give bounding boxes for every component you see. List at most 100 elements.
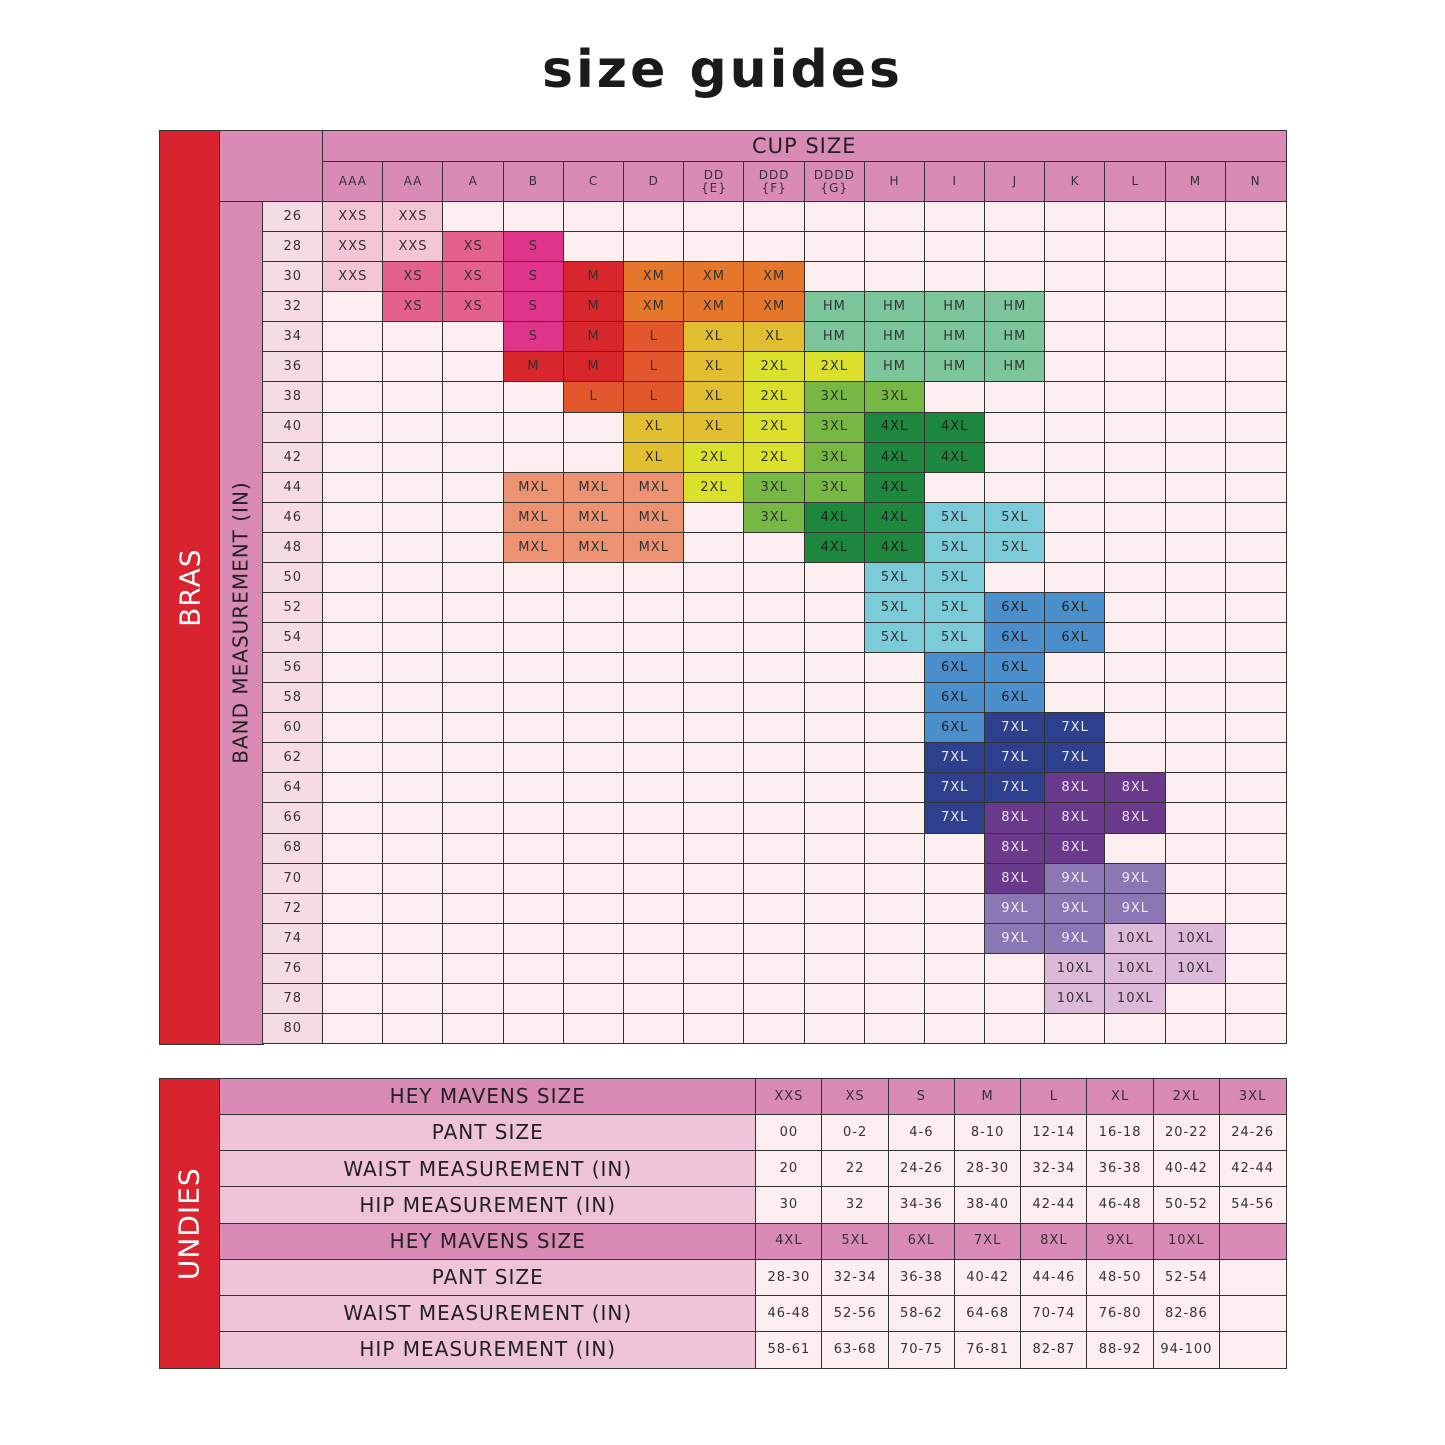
empty-cell (1164, 772, 1227, 804)
empty-cell (803, 892, 866, 925)
empty-cell (863, 982, 926, 1015)
empty-cell (382, 892, 444, 925)
size-cell: M (502, 351, 565, 383)
empty-cell (1224, 201, 1287, 233)
size-cell: HM (984, 321, 1046, 353)
size-header: 5XL (821, 1222, 889, 1261)
empty-cell (743, 1012, 805, 1045)
empty-cell (1044, 261, 1106, 293)
cup-header: K (1044, 161, 1106, 203)
empty-cell (743, 531, 805, 564)
band-label: 70 (262, 862, 324, 895)
band-label: 76 (262, 952, 324, 985)
empty-cell (622, 652, 685, 684)
size-cell: 5XL (863, 622, 926, 654)
band-label: 30 (262, 261, 324, 293)
size-cell: 5XL (923, 561, 986, 594)
empty-cell (743, 892, 805, 925)
empty-cell (322, 682, 384, 714)
size-cell: 4XL (803, 501, 866, 534)
empty-cell (562, 201, 625, 233)
empty-cell (622, 862, 685, 895)
empty-cell (1104, 501, 1167, 534)
empty-cell (442, 411, 505, 444)
empty-cell (923, 892, 986, 925)
empty-cell (1224, 231, 1287, 263)
empty-cell (1224, 561, 1287, 594)
cup-header: AAA (322, 161, 384, 203)
size-cell: XXS (382, 201, 444, 233)
empty-cell (322, 561, 384, 594)
empty-cell (1224, 922, 1287, 955)
empty-cell (1224, 291, 1287, 323)
size-cell: 5XL (923, 622, 986, 654)
size-header: 9XL (1086, 1222, 1154, 1261)
empty-cell (1044, 321, 1106, 353)
empty-cell (562, 712, 625, 744)
empty-cell (683, 712, 745, 744)
size-cell: 3XL (743, 501, 805, 534)
empty-cell (442, 591, 505, 624)
empty-cell (984, 411, 1046, 444)
empty-cell (322, 351, 384, 383)
size-cell: 2XL (803, 351, 866, 383)
empty-cell (803, 1012, 866, 1045)
empty-cell (803, 742, 866, 774)
empty-cell (1164, 1012, 1227, 1045)
size-cell: 8XL (984, 832, 1046, 865)
empty-cell (442, 471, 505, 504)
empty-cell (382, 561, 444, 594)
empty-cell (382, 321, 444, 353)
size-cell: 6XL (984, 591, 1046, 624)
empty-cell (923, 1012, 986, 1045)
size-cell: 5XL (984, 531, 1046, 564)
value-cell: 28-30 (755, 1258, 823, 1297)
page-title: size guides (542, 40, 903, 100)
size-cell: 7XL (984, 742, 1046, 774)
band-label: 56 (262, 652, 324, 684)
size-cell: 7XL (923, 802, 986, 834)
empty-cell (923, 922, 986, 955)
empty-cell (622, 231, 685, 263)
size-cell: XM (683, 261, 745, 293)
empty-cell (683, 501, 745, 534)
size-cell: XM (622, 261, 685, 293)
empty-cell (1044, 201, 1106, 233)
value-cell (1218, 1294, 1287, 1333)
empty-cell (803, 561, 866, 594)
empty-cell (622, 1012, 685, 1045)
empty-cell (322, 922, 384, 955)
empty-cell (622, 742, 685, 774)
row-label: WAIST MEASUREMENT (IN) (219, 1294, 757, 1333)
size-cell: 3XL (803, 381, 866, 413)
value-cell: 70-74 (1020, 1294, 1088, 1333)
empty-cell (502, 802, 565, 834)
cup-header: AA (382, 161, 444, 203)
empty-cell (683, 772, 745, 804)
empty-cell (1044, 1012, 1106, 1045)
empty-cell (1104, 471, 1167, 504)
empty-cell (984, 982, 1046, 1015)
empty-cell (984, 471, 1046, 504)
empty-cell (1164, 291, 1227, 323)
empty-cell (863, 922, 926, 955)
band-label: 42 (262, 441, 324, 474)
size-header: 8XL (1020, 1222, 1088, 1261)
value-cell: 63-68 (821, 1330, 889, 1369)
size-cell: HM (803, 321, 866, 353)
empty-cell (743, 832, 805, 865)
empty-cell (743, 952, 805, 985)
size-cell: S (502, 261, 565, 293)
empty-cell (803, 622, 866, 654)
size-cell: 9XL (1044, 862, 1106, 895)
value-cell: 44-46 (1020, 1258, 1088, 1297)
value-cell: 28-30 (953, 1150, 1022, 1188)
size-cell: 8XL (1044, 802, 1106, 834)
empty-cell (442, 862, 505, 895)
empty-cell (1164, 201, 1227, 233)
empty-cell (382, 832, 444, 865)
empty-cell (382, 381, 444, 413)
size-header: 10XL (1152, 1222, 1221, 1261)
band-label: 60 (262, 712, 324, 744)
empty-cell (622, 922, 685, 955)
